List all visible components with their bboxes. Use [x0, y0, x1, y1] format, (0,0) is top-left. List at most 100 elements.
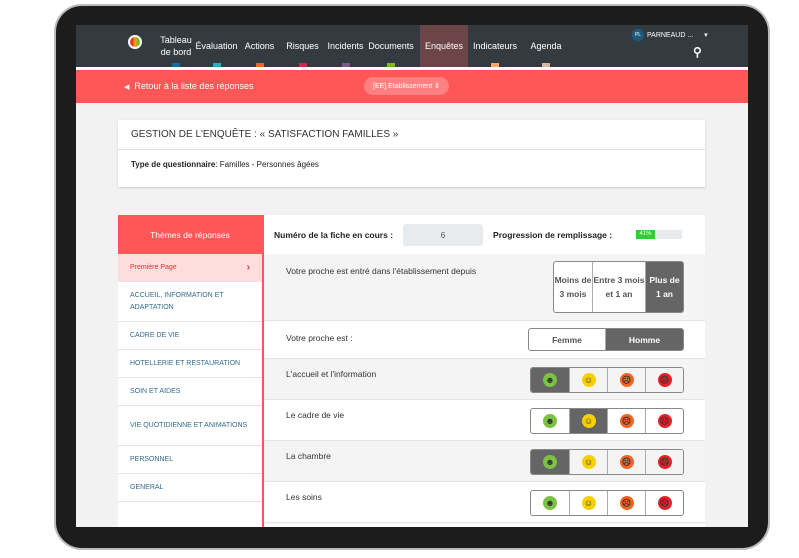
- angry-face-icon: ☹: [657, 414, 672, 428]
- very-happy-face-icon: ☻: [543, 496, 557, 510]
- option-button[interactable]: Moins de 3 mois: [554, 262, 592, 312]
- user-name: PARNEAUD ...: [647, 31, 694, 39]
- question-row: Votre proche est : Femme Homme: [264, 321, 705, 359]
- question-label: Les soins: [286, 492, 322, 502]
- option-button[interactable]: Plus de 1 an: [645, 262, 683, 312]
- progress-bar: 41%: [636, 230, 683, 239]
- option-button[interactable]: Entre 3 mois et 1 an: [592, 262, 645, 312]
- nav-item-3[interactable]: Risques: [281, 25, 324, 67]
- option-label: Moins de 3 mois: [554, 275, 592, 299]
- nav-color-marker: [341, 63, 350, 69]
- sidebar-item-label: PERSONNEL: [130, 455, 174, 463]
- rating-options: ☻ ☺ ☹ ☹: [530, 490, 684, 516]
- nav-item-4[interactable]: Incidents: [324, 25, 367, 67]
- rating-option[interactable]: ☺: [569, 450, 607, 474]
- q2-options: Femme Homme: [528, 328, 684, 351]
- angry-face-icon: ☹: [657, 373, 672, 387]
- rating-option[interactable]: ☺: [569, 409, 607, 433]
- rating-option[interactable]: ☹: [607, 491, 645, 515]
- rating-option[interactable]: ☹: [645, 368, 683, 392]
- happy-face-icon: ☺: [581, 414, 596, 428]
- sad-face-icon: ☹: [619, 373, 634, 387]
- rating-option[interactable]: ☻: [531, 491, 569, 515]
- rating-options: ☻ ☺ ☹ ☹: [530, 367, 684, 393]
- nav-item-6[interactable]: Enquêtes: [420, 25, 468, 67]
- question-label: La chambre: [286, 451, 331, 461]
- page-title: GESTION DE L'ENQUÊTE : « SATISFACTION FA…: [118, 120, 705, 150]
- rating-option[interactable]: ☻: [531, 368, 569, 392]
- rating-option[interactable]: ☺: [569, 491, 607, 515]
- option-label: Entre 3 mois et 1 an: [593, 275, 645, 299]
- nav-color-marker: [387, 63, 395, 69]
- sad-face-icon: ☹: [619, 414, 634, 428]
- type-value: : Familles - Personnes âgées: [215, 160, 319, 169]
- rating-option[interactable]: ☻: [531, 409, 569, 433]
- sidebar-item-label: ACCUEIL, INFORMATION ET ADAPTATION: [130, 291, 224, 311]
- nav-color-marker: [255, 63, 264, 69]
- happy-face-icon: ☺: [581, 496, 596, 510]
- rating-option[interactable]: ☹: [607, 450, 645, 474]
- chevron-down-icon: ▾: [704, 32, 708, 39]
- search-icon[interactable]: ⚲: [693, 45, 702, 59]
- fiche-number-field[interactable]: 6: [403, 223, 484, 246]
- rating-option[interactable]: ☹: [645, 409, 683, 433]
- back-link[interactable]: ◀ Retour à la liste des réponses: [124, 81, 253, 91]
- option-label: Femme: [552, 334, 582, 345]
- rating-option[interactable]: ☹: [645, 491, 683, 515]
- divider: [76, 67, 748, 70]
- chevron-right-icon: ›: [246, 261, 250, 273]
- logo-icon[interactable]: [128, 35, 142, 49]
- sidebar-item[interactable]: VIE QUOTIDIENNE ET ANIMATIONS: [118, 406, 262, 446]
- nav-item-7[interactable]: Indicateurs: [469, 25, 521, 67]
- select-value: [EE] Etablissement: [373, 83, 433, 90]
- sidebar-header: Thèmes de réponses: [118, 215, 262, 254]
- establishment-select[interactable]: [EE] Etablissement ⇕: [364, 77, 449, 95]
- nav-item-0[interactable]: Tableau de bord: [156, 25, 196, 67]
- sidebar-item[interactable]: Première Page ›: [118, 254, 262, 282]
- type-label: Type de questionnaire: [131, 160, 216, 169]
- sidebar-item[interactable]: HOTELLERIE ET RESTAURATION: [118, 350, 262, 378]
- questionnaire-type: Type de questionnaire: Familles - Person…: [118, 150, 705, 179]
- nav-label: Tableau de bord: [160, 35, 192, 57]
- nav-item-1[interactable]: Évaluation: [195, 25, 238, 67]
- happy-face-icon: ☺: [581, 373, 596, 387]
- themes-sidebar: Thèmes de réponses Première Page › ACCUEIL…: [118, 215, 264, 527]
- user-menu[interactable]: PL PARNEAUD ... ▾: [632, 29, 708, 41]
- progress-label: Progression de remplissage :: [493, 229, 613, 240]
- sidebar-item-label: HOTELLERIE ET RESTAURATION: [130, 359, 241, 367]
- option-button[interactable]: Femme: [529, 329, 605, 350]
- sidebar-item[interactable]: GENERAL: [118, 474, 262, 502]
- survey-form: Numéro de la fiche en cours : 6 Progress…: [264, 215, 705, 527]
- top-nav: Tableau de bord Évaluation Actions Risques I…: [76, 25, 748, 69]
- rating-row: La chambre ☻ ☺ ☹ ☹: [264, 441, 705, 482]
- rating-option[interactable]: ☺: [569, 368, 607, 392]
- rating-option[interactable]: ☻: [531, 450, 569, 474]
- very-happy-face-icon: ☻: [543, 373, 557, 387]
- rating-option[interactable]: ☹: [607, 409, 645, 433]
- nav-label: Indicateurs: [472, 41, 518, 51]
- nav-item-2[interactable]: Actions: [238, 25, 281, 67]
- nav-label: Documents: [368, 41, 414, 51]
- sidebar-item-label: Première Page: [130, 263, 177, 271]
- sidebar-item-label: SOIN ET AIDES: [130, 387, 181, 395]
- option-label: Plus de 1 an: [649, 275, 680, 299]
- option-label: Homme: [628, 334, 661, 345]
- very-happy-face-icon: ☻: [543, 455, 557, 469]
- sad-face-icon: ☹: [619, 496, 634, 510]
- sidebar-item[interactable]: SOIN ET AIDES: [118, 378, 262, 406]
- nav-item-5[interactable]: Documents: [367, 25, 415, 67]
- survey-card: GESTION DE L'ENQUÊTE : « SATISFACTION FA…: [118, 120, 705, 187]
- nav-item-8[interactable]: Agenda: [526, 25, 566, 67]
- rating-options: ☻ ☺ ☹ ☹: [530, 449, 684, 475]
- sidebar-item[interactable]: PERSONNEL: [118, 446, 262, 474]
- rating-option[interactable]: ☹: [645, 450, 683, 474]
- sidebar-item[interactable]: CADRE DE VIE: [118, 322, 262, 350]
- nav-label: Agenda: [530, 41, 562, 51]
- option-button[interactable]: Homme: [605, 329, 683, 350]
- rating-option[interactable]: ☹: [607, 368, 645, 392]
- sidebar-item[interactable]: ACCUEIL, INFORMATION ET ADAPTATION: [118, 282, 262, 322]
- nav-color-marker: [491, 63, 499, 69]
- nav-label: Évaluation: [195, 41, 238, 51]
- nav-label: Enquêtes: [424, 41, 464, 51]
- question-row: Votre proche est entré dans l'établissem…: [264, 254, 705, 321]
